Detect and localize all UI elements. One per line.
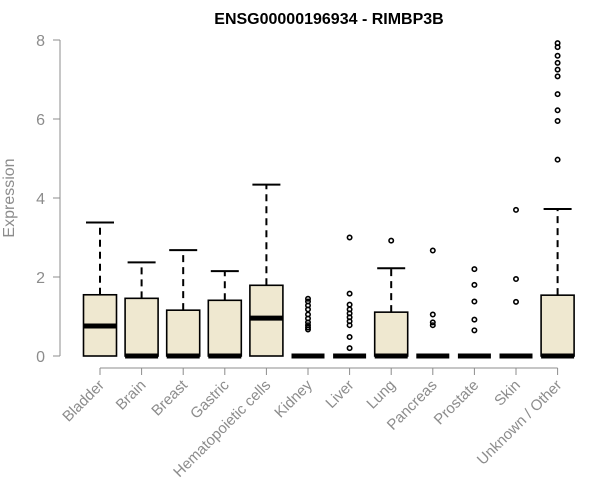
outlier-point	[471, 316, 478, 323]
outlier-point	[554, 91, 561, 98]
x-tick-label: Brain	[113, 377, 150, 414]
outlier-point	[346, 334, 353, 341]
outlier-point	[471, 266, 478, 273]
box-series	[82, 40, 575, 359]
outlier-point	[512, 298, 519, 305]
box-1	[124, 261, 159, 359]
outlier-point	[346, 345, 353, 352]
outlier-point	[429, 311, 436, 318]
box-5	[291, 295, 325, 359]
outlier-point	[304, 311, 311, 318]
box-4	[249, 183, 284, 357]
x-tick-label: Breast	[148, 376, 191, 419]
outlier-point	[429, 322, 436, 329]
box-body	[124, 297, 159, 357]
y-tick-label: 4	[36, 191, 45, 208]
outlier-point	[554, 107, 561, 114]
outlier-point	[304, 295, 311, 302]
outlier-point	[429, 319, 436, 326]
outlier-point	[471, 281, 478, 288]
box-10	[499, 206, 533, 359]
outlier-point	[304, 322, 311, 329]
y-tick-label: 0	[36, 349, 45, 366]
outlier-point	[304, 298, 311, 305]
y-axis-label: Expression	[1, 158, 18, 237]
outlier-point	[471, 327, 478, 334]
box-2	[165, 249, 201, 359]
outlier-point	[388, 237, 395, 244]
x-tick-label: Skin	[491, 377, 524, 410]
outlier-point	[471, 298, 478, 305]
box-11	[540, 40, 575, 359]
box-7	[373, 237, 409, 359]
box-body	[207, 299, 243, 357]
outlier-point	[346, 301, 353, 308]
outlier-point	[554, 40, 561, 47]
outlier-point	[554, 156, 561, 163]
outlier-point	[512, 206, 519, 213]
x-tick-label: Lung	[363, 377, 399, 413]
outlier-point	[346, 290, 353, 297]
outlier-point	[554, 66, 561, 73]
outlier-point	[346, 234, 353, 241]
chart-title: ENSG00000196934 - RIMBP3B	[214, 11, 443, 28]
y-axis: 0 2 4 6 8	[36, 33, 61, 366]
outlier-point	[554, 52, 561, 59]
box-body	[540, 294, 575, 357]
box-0	[82, 221, 118, 357]
x-tick-label: Kidney	[271, 376, 316, 421]
box-body	[373, 311, 409, 357]
x-tick-label: Prostate	[431, 377, 483, 429]
outlier-point	[429, 247, 436, 254]
outlier-point	[554, 117, 561, 124]
box-6	[333, 234, 367, 359]
outlier-point	[346, 306, 353, 313]
box-3	[207, 270, 243, 359]
outlier-point	[554, 73, 561, 80]
box-8	[416, 247, 450, 359]
x-tick-label: Liver	[322, 377, 357, 412]
box-body	[165, 309, 201, 357]
outlier-point	[554, 59, 561, 66]
x-tick-label: Bladder	[59, 377, 108, 426]
y-tick-label: 2	[36, 270, 45, 287]
y-tick-label: 6	[36, 112, 45, 129]
box-body	[249, 284, 284, 357]
y-tick-label: 8	[36, 33, 45, 50]
box-9	[457, 266, 491, 359]
outlier-point	[512, 275, 519, 282]
